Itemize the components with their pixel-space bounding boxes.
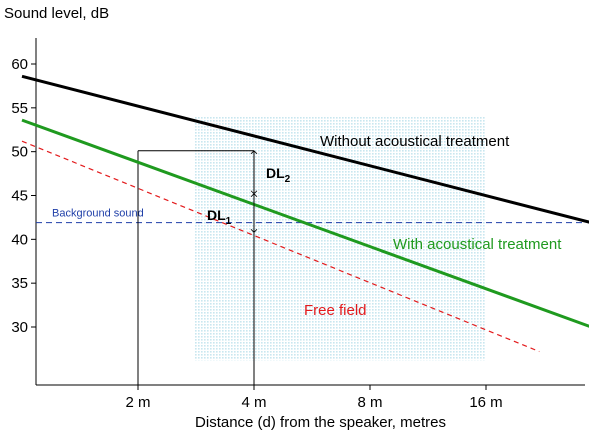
y-tick-label: 40 xyxy=(11,231,28,248)
x-tick-label: 16 m xyxy=(469,394,502,411)
series-label-1: Without acoustical treatment xyxy=(320,133,510,150)
x-tick-label: 8 m xyxy=(357,394,382,411)
dl2-label-subscript: 2 xyxy=(285,174,291,185)
series-line-3 xyxy=(21,140,540,353)
dl2-arrow-head-top xyxy=(250,150,258,155)
dl1-label-subscript: 1 xyxy=(226,216,232,227)
dl1-label: DL1 xyxy=(207,207,232,227)
dl2-label: DL2 xyxy=(266,165,291,185)
y-tick-label: 30 xyxy=(11,319,28,336)
x-tick-label: 4 m xyxy=(241,394,266,411)
series-line-1 xyxy=(21,74,589,224)
dl1-arrow xyxy=(250,193,258,233)
series-line-2 xyxy=(21,118,589,328)
x-tick-label: 2 m xyxy=(125,394,150,411)
series-label-2: With acoustical treatment xyxy=(393,236,562,253)
y-tick-label: 60 xyxy=(11,56,28,73)
y-tick-label: 50 xyxy=(11,144,28,161)
x-axis-label: Distance (d) from the speaker, metres xyxy=(195,414,446,431)
dl2-label-text: DL xyxy=(266,165,285,181)
y-axis-label: Sound level, dB xyxy=(4,5,109,22)
dl1-label-text: DL xyxy=(207,207,226,223)
dl1-arrow-head-bottom xyxy=(250,229,258,233)
y-tick-label: 55 xyxy=(11,100,28,117)
series-label-3: Free field xyxy=(304,302,367,319)
background-sound-label: Background sound xyxy=(52,208,144,220)
dl1-arrow-head-top xyxy=(250,193,258,198)
y-tick-label: 35 xyxy=(11,275,28,292)
y-tick-label: 45 xyxy=(11,188,28,205)
